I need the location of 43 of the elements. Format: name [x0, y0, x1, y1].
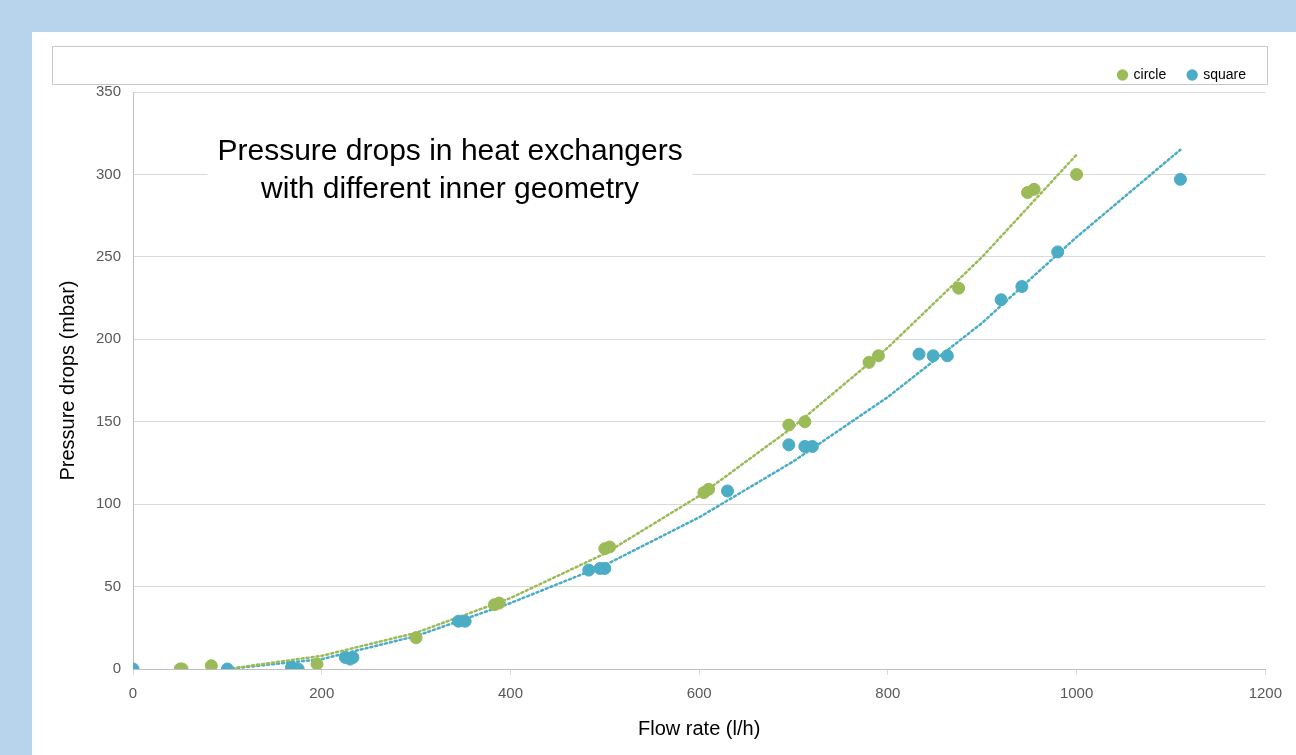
y-tick-label: 200	[96, 329, 122, 347]
point	[310, 657, 324, 669]
y-axis-title: Pressure drops (mbar)	[55, 280, 78, 481]
point	[912, 347, 926, 361]
y-tick-label: 50	[104, 576, 122, 594]
x-axis-title: Flow rate (l/h)	[638, 716, 761, 739]
point	[204, 659, 218, 669]
point	[798, 415, 812, 429]
y-tick-label: 350	[96, 82, 122, 100]
x-tick-label: 200	[309, 684, 335, 702]
x-tick-label: 0	[128, 684, 138, 702]
point	[871, 349, 885, 363]
x-tick-label: 600	[686, 684, 712, 702]
x-tick-label: 1200	[1248, 684, 1282, 702]
x-tick-label: 1000	[1059, 684, 1094, 702]
point	[994, 293, 1008, 307]
point	[1015, 280, 1029, 294]
point	[603, 540, 617, 554]
legend-label: square	[1203, 65, 1247, 82]
point	[1027, 182, 1041, 196]
point	[702, 482, 716, 496]
point	[582, 563, 596, 577]
point	[952, 281, 966, 295]
y-tick-label: 300	[96, 164, 122, 182]
point	[1051, 245, 1065, 259]
point	[1070, 167, 1084, 181]
y-tick-label: 150	[96, 411, 122, 429]
point	[409, 631, 423, 645]
point	[1173, 172, 1187, 186]
y-tick-label: 250	[96, 247, 122, 264]
point	[782, 438, 796, 452]
y-tick-label: 0	[112, 659, 122, 677]
point	[940, 349, 954, 363]
x-tick-label: 800	[875, 684, 901, 702]
point	[492, 596, 506, 610]
x-tick-label: 400	[497, 684, 523, 702]
y-tick-label: 100	[96, 494, 122, 512]
point	[782, 418, 796, 432]
point	[720, 484, 734, 498]
point	[926, 349, 940, 363]
point	[862, 355, 876, 369]
text: Pressure drops in heat exchangers with different inner geometry	[217, 133, 683, 205]
legend-label: circle	[1133, 65, 1167, 82]
